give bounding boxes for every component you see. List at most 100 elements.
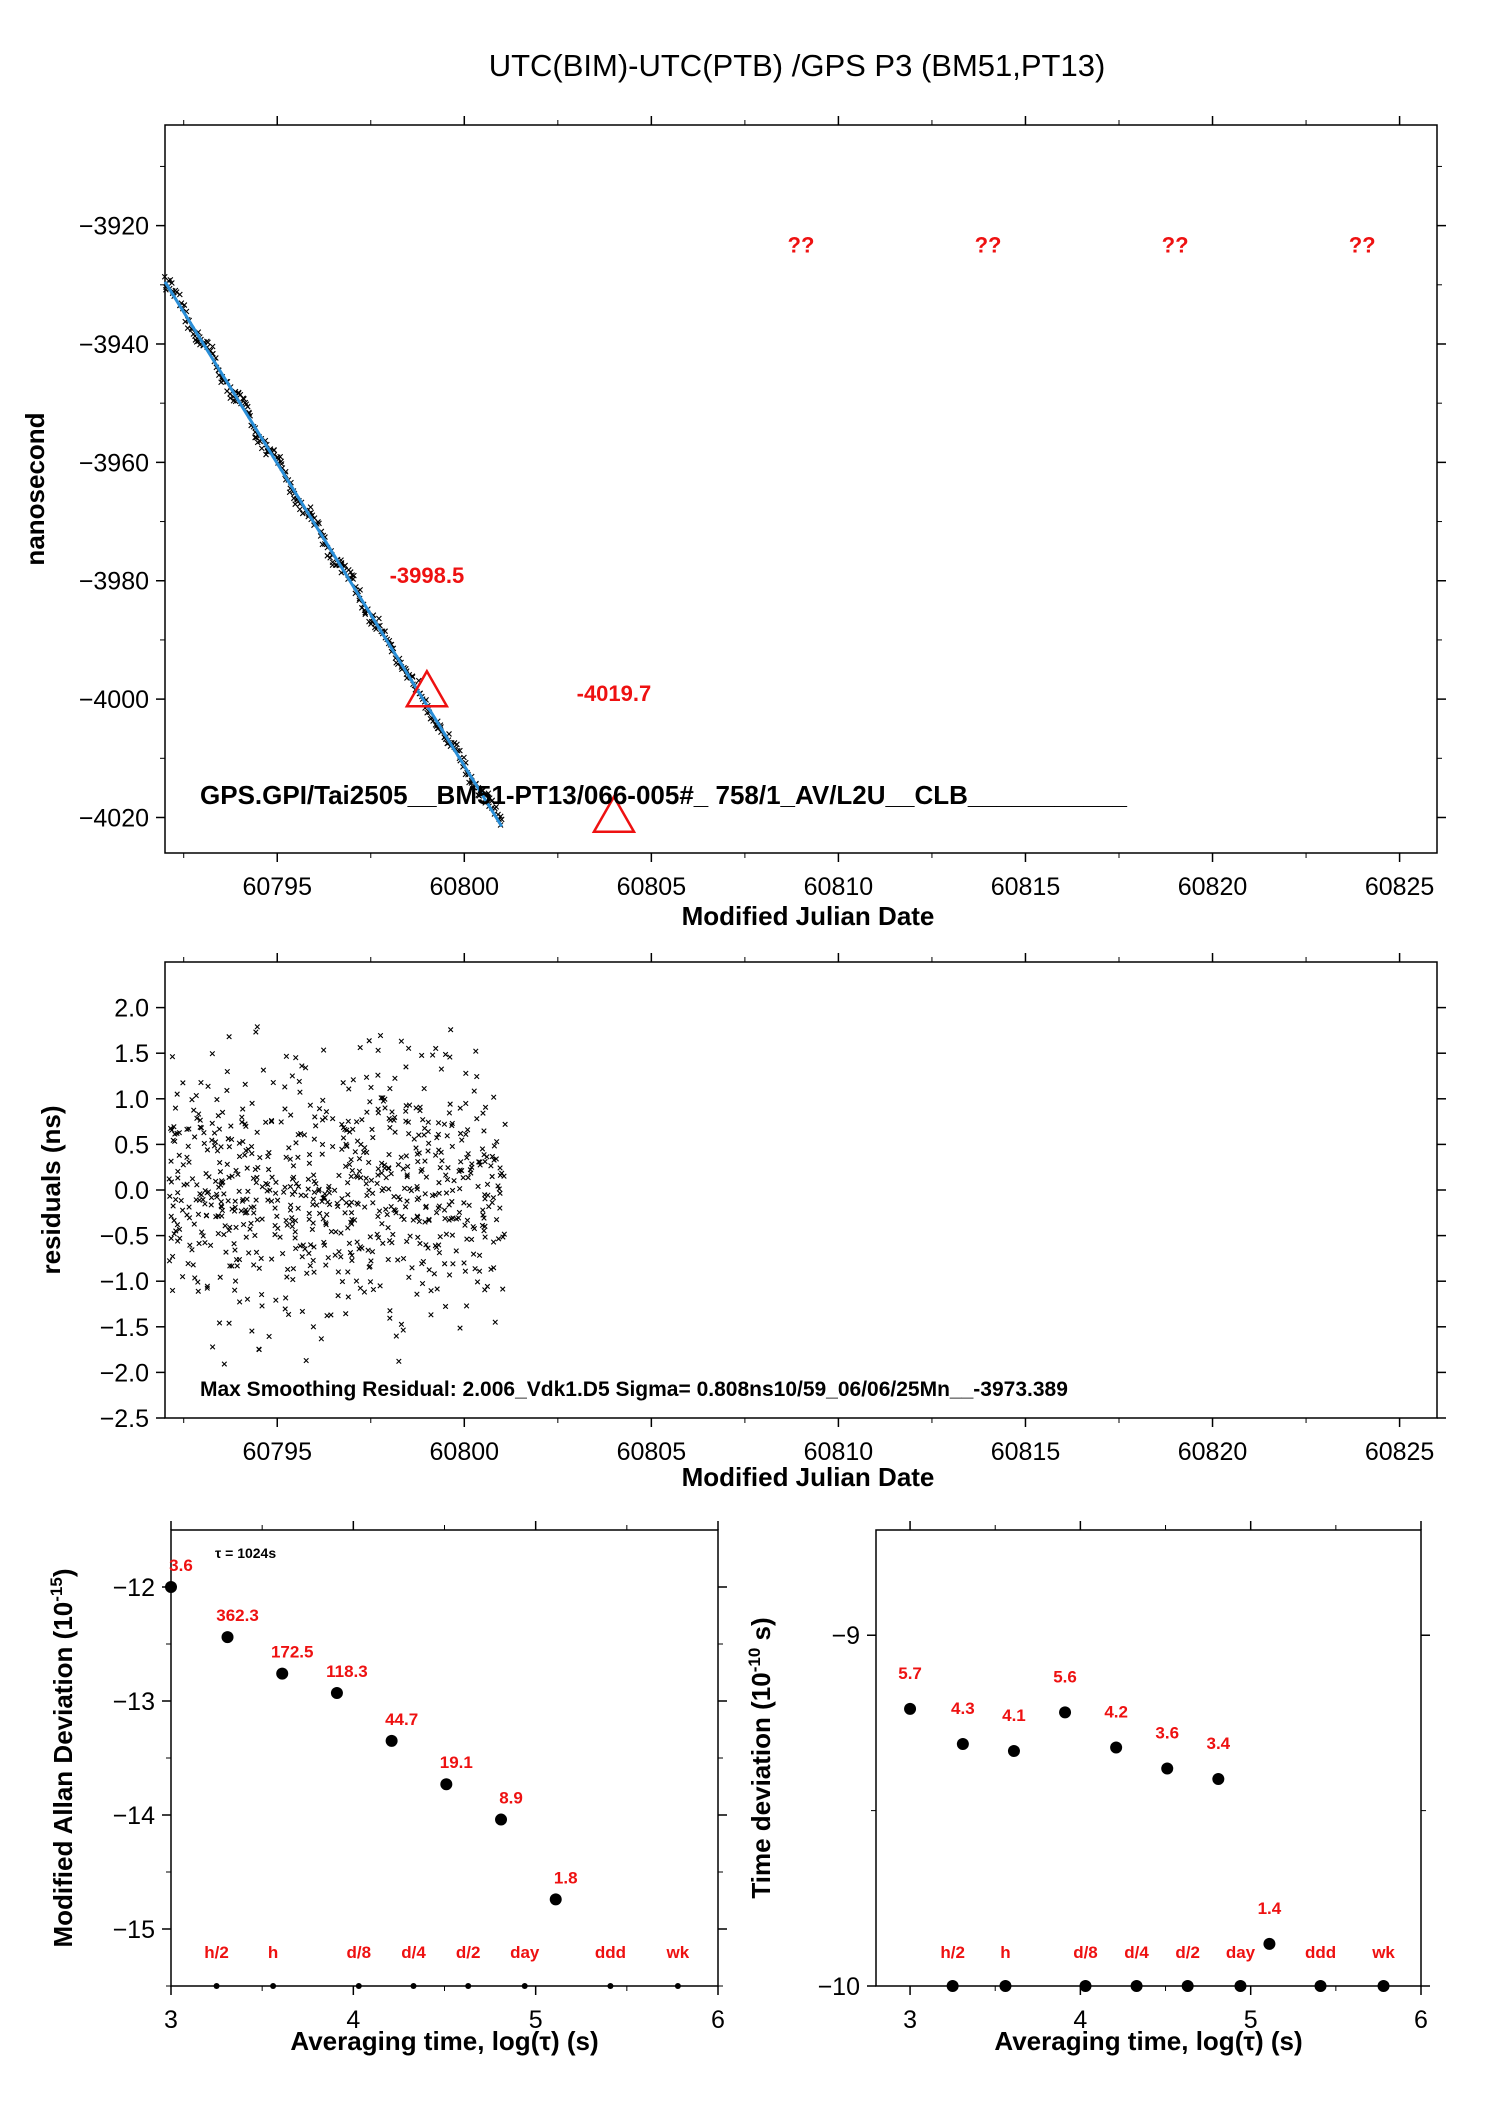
residual-point [286, 1145, 292, 1151]
residual-point [457, 1105, 463, 1111]
residual-point [257, 1154, 263, 1161]
residual-point [320, 1047, 327, 1053]
residual-point [398, 1038, 405, 1044]
residual-point [269, 1174, 275, 1180]
residual-point [466, 1202, 472, 1209]
timescale-marker [1234, 1980, 1247, 1992]
residual-point [272, 1231, 278, 1238]
residual-point [209, 1051, 216, 1057]
residual-point [184, 1154, 190, 1160]
timescale-marker-label: h [1000, 1943, 1010, 1962]
deviation-point-label: 3.6 [169, 1556, 193, 1575]
residual-point [180, 1162, 186, 1168]
residual-point [425, 1245, 431, 1251]
x-axis-title: Modified Julian Date [682, 1462, 935, 1492]
residual-point [250, 1262, 257, 1268]
residual-point [415, 1158, 421, 1165]
residual-point [315, 1188, 322, 1194]
residual-point [459, 1137, 465, 1143]
residual-point [289, 1073, 296, 1079]
residual-point [168, 1179, 175, 1185]
residual-point [207, 1242, 214, 1249]
residual-point [272, 1190, 279, 1196]
residual-point [375, 1213, 381, 1220]
residual-point [195, 1279, 201, 1285]
residual-point [488, 1163, 494, 1169]
residual-point [447, 1101, 453, 1107]
residual-point [385, 1165, 392, 1171]
residual-point [387, 1085, 393, 1092]
residual-point [243, 1207, 249, 1213]
x-tick-label: 6 [1414, 2006, 1428, 2034]
residual-point [435, 1131, 442, 1138]
residual-point [408, 1188, 415, 1194]
residual-point [170, 1203, 176, 1209]
residual-point [306, 1151, 313, 1158]
residual-point [195, 1288, 201, 1294]
residual-point [311, 1269, 317, 1275]
residual-point [348, 1210, 355, 1216]
residual-point [311, 1178, 317, 1185]
residual-point [258, 1291, 265, 1298]
residual-point [204, 1147, 211, 1153]
x-tick-label: 3 [903, 2006, 917, 2034]
residual-point [196, 1240, 202, 1247]
residual-point [476, 1252, 483, 1258]
residual-point [313, 1202, 320, 1208]
residual-point [226, 1320, 232, 1326]
residual-point [401, 1216, 407, 1223]
residual-point [214, 1096, 220, 1103]
x-tick-label: 6 [711, 2006, 725, 2034]
residual-point [316, 1210, 323, 1217]
residual-point [352, 1149, 358, 1155]
residual-point [283, 1217, 289, 1224]
residual-point [231, 1287, 238, 1293]
residual-point [375, 1172, 381, 1178]
residual-point [390, 1231, 396, 1238]
residual-point [284, 1222, 291, 1228]
residual-point [282, 1106, 288, 1112]
residual-point [393, 1333, 400, 1339]
y-tick-label: 2.0 [114, 995, 149, 1023]
residual-point [224, 1068, 231, 1075]
residual-point [167, 1193, 173, 1199]
y-tick-label: −14 [113, 1802, 156, 1830]
residual-point [450, 1261, 456, 1267]
x-tick-label: 60810 [804, 873, 874, 901]
residual-point [264, 1181, 271, 1188]
residual-point [439, 1158, 445, 1164]
residual-point [380, 1098, 387, 1104]
timescale-marker [213, 1983, 220, 1989]
y-tick-label: −1.0 [100, 1268, 149, 1296]
residual-point [191, 1134, 198, 1140]
residual-point [467, 1167, 474, 1173]
y-tick-label: −2.0 [100, 1359, 149, 1387]
timescale-marker-label: d/8 [1073, 1943, 1098, 1962]
residual-point [385, 1256, 391, 1263]
residual-point [218, 1199, 224, 1205]
x-tick-label: 60820 [1178, 873, 1248, 901]
residual-point [351, 1217, 358, 1223]
residual-point [455, 1215, 462, 1221]
y-tick-label: −15 [113, 1916, 155, 1944]
data-point [327, 554, 334, 561]
residual-point [482, 1234, 488, 1240]
residual-point [293, 1054, 299, 1061]
residual-point [296, 1078, 302, 1085]
residual-point [198, 1079, 204, 1086]
timescale-marker [410, 1983, 417, 1989]
residual-point [493, 1216, 500, 1223]
residual-point [386, 1151, 392, 1158]
residual-point [364, 1192, 370, 1199]
residual-point [360, 1149, 367, 1155]
residual-point [434, 1286, 440, 1292]
y-tick-label: −2.5 [100, 1405, 149, 1433]
residual-point [340, 1080, 346, 1086]
residual-point [357, 1244, 364, 1250]
residual-point [409, 1265, 415, 1271]
residual-point [202, 1240, 208, 1246]
residual-point [446, 1110, 453, 1116]
residual-point [287, 1156, 293, 1162]
y-tick-label: −4020 [79, 804, 149, 832]
residual-point [253, 1197, 259, 1203]
